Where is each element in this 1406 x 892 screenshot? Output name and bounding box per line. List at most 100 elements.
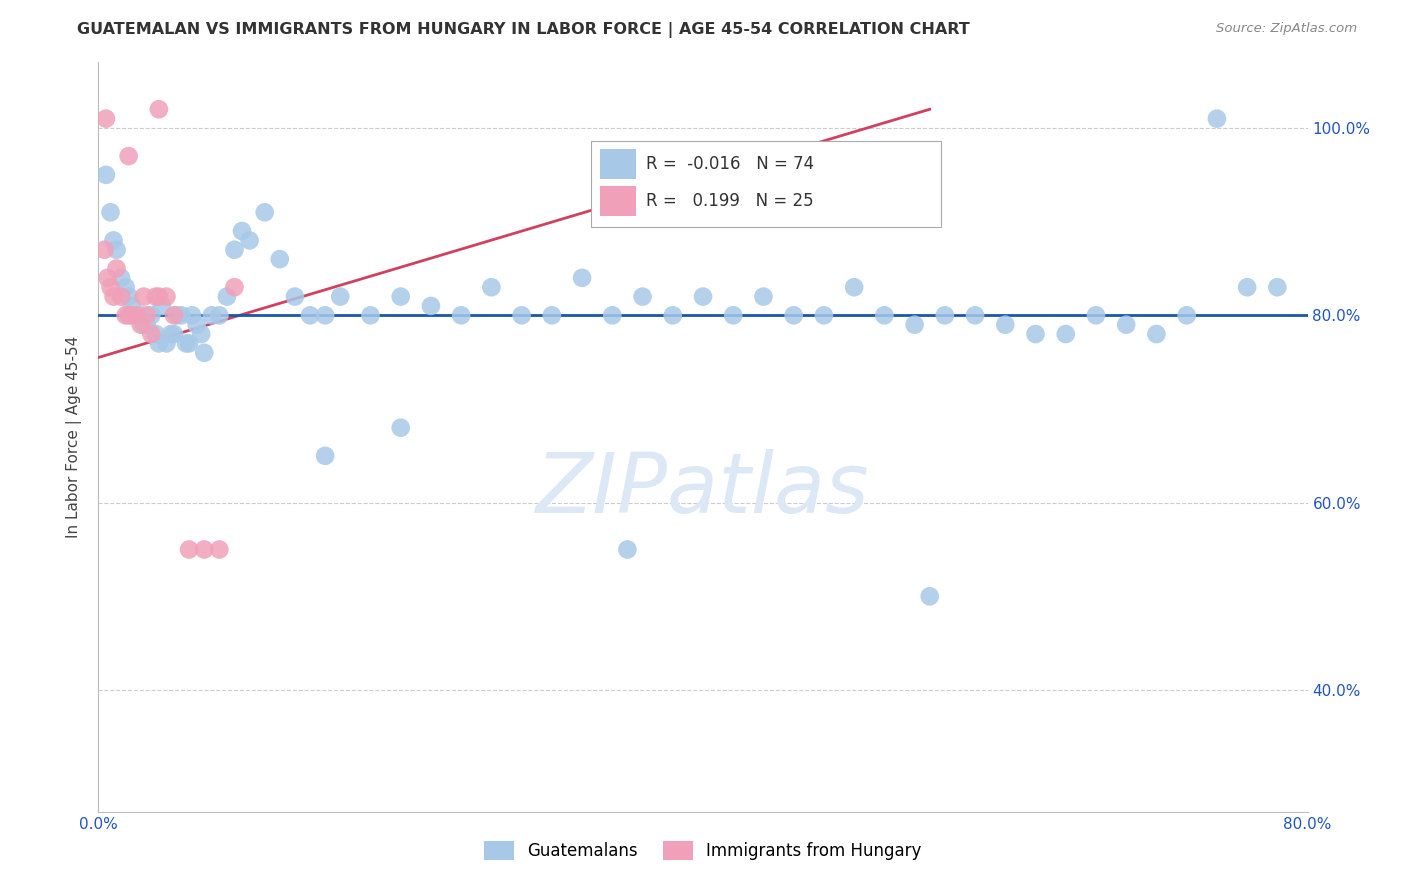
Point (918, 590, 941, 604)
Point (208, 308, 231, 322)
Text: Source: ZipAtlas.com: Source: ZipAtlas.com (1216, 22, 1357, 36)
Point (193, 542, 215, 557)
Point (105, 261, 128, 276)
Point (94, 112, 117, 126)
Point (105, 243, 128, 257)
Point (190, 326, 212, 341)
Point (1236, 280, 1258, 294)
Point (934, 308, 956, 322)
FancyBboxPatch shape (591, 141, 941, 227)
Point (1175, 308, 1198, 322)
Point (208, 542, 231, 557)
Point (179, 336, 201, 351)
Point (360, 308, 382, 322)
Point (148, 336, 170, 351)
Point (170, 308, 193, 322)
Bar (600, 149, 637, 178)
Point (994, 318, 1017, 332)
Point (314, 308, 336, 322)
Point (118, 149, 141, 163)
Point (450, 308, 472, 322)
Point (141, 308, 163, 322)
Point (965, 308, 987, 322)
Text: R =  -0.016   N = 74: R = -0.016 N = 74 (647, 154, 814, 172)
Point (163, 326, 186, 341)
Text: ZIPatlas: ZIPatlas (536, 449, 870, 530)
Point (103, 289, 125, 303)
Point (110, 271, 132, 285)
Point (783, 308, 806, 322)
Text: GUATEMALAN VS IMMIGRANTS FROM HUNGARY IN LABOR FORCE | AGE 45-54 CORRELATION CHA: GUATEMALAN VS IMMIGRANTS FROM HUNGARY IN… (77, 22, 970, 38)
Point (125, 308, 148, 322)
Point (114, 308, 136, 322)
Point (132, 289, 155, 303)
Point (193, 345, 215, 359)
Point (481, 280, 503, 294)
Legend: Guatemalans, Immigrants from Hungary: Guatemalans, Immigrants from Hungary (478, 835, 928, 867)
Point (314, 449, 336, 463)
Point (93, 243, 115, 257)
Bar (600, 186, 637, 216)
Point (904, 318, 927, 332)
Point (239, 233, 262, 247)
Point (299, 308, 322, 322)
Point (1144, 326, 1167, 341)
Point (155, 336, 177, 351)
Point (132, 318, 155, 332)
Point (100, 280, 122, 294)
Point (1024, 326, 1046, 341)
Point (118, 289, 141, 303)
Point (135, 308, 157, 322)
Point (121, 299, 143, 313)
Point (1085, 308, 1108, 322)
Point (1054, 326, 1077, 341)
Point (186, 318, 208, 332)
Point (661, 308, 683, 322)
Point (631, 289, 654, 303)
Point (813, 308, 835, 322)
Point (179, 542, 201, 557)
Point (389, 289, 412, 303)
Point (1206, 112, 1229, 126)
Point (215, 289, 238, 303)
Point (94, 168, 117, 182)
Point (118, 308, 141, 322)
Point (231, 224, 253, 238)
Point (616, 542, 638, 557)
Point (125, 308, 148, 322)
Point (163, 308, 186, 322)
Point (269, 252, 291, 266)
Point (253, 205, 276, 219)
Point (873, 308, 896, 322)
Point (155, 289, 177, 303)
Point (121, 308, 143, 322)
Point (150, 299, 173, 313)
Point (1267, 280, 1289, 294)
Point (145, 289, 167, 303)
Point (141, 326, 163, 341)
Point (181, 308, 204, 322)
Point (145, 326, 167, 341)
Point (166, 308, 188, 322)
Point (129, 318, 152, 332)
Point (571, 271, 593, 285)
Point (329, 289, 352, 303)
Point (114, 280, 136, 294)
Y-axis label: In Labor Force | Age 45-54: In Labor Force | Age 45-54 (66, 336, 83, 538)
Point (160, 326, 183, 341)
Point (510, 308, 533, 322)
Point (100, 205, 122, 219)
Point (389, 420, 412, 434)
Point (174, 336, 197, 351)
Point (752, 289, 775, 303)
Point (103, 233, 125, 247)
Point (129, 308, 152, 322)
Point (723, 308, 745, 322)
Point (844, 280, 866, 294)
Point (224, 280, 246, 294)
Point (420, 299, 443, 313)
Text: R =   0.199   N = 25: R = 0.199 N = 25 (647, 192, 814, 210)
Point (148, 102, 170, 116)
Point (284, 289, 307, 303)
Point (224, 243, 246, 257)
